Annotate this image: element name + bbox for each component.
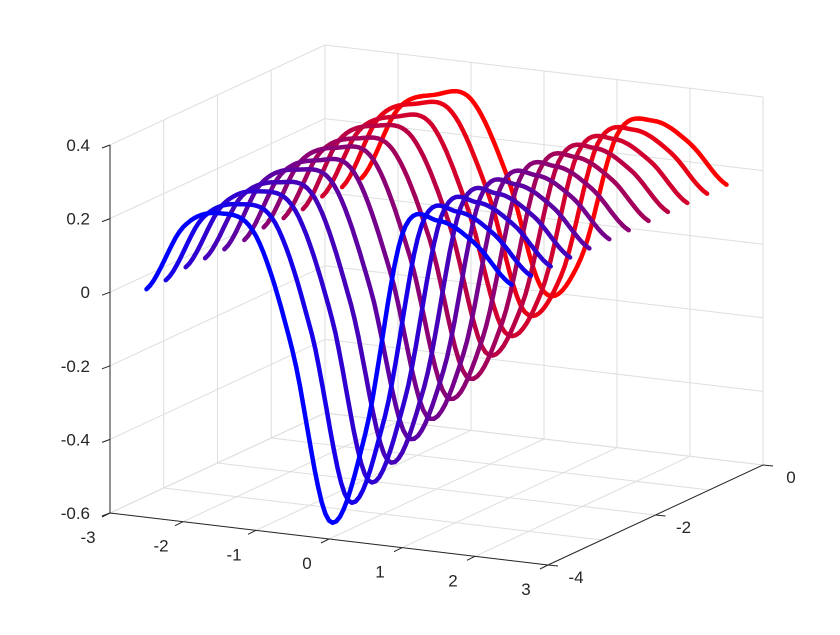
gridline-z bbox=[109, 118, 326, 220]
y-tick bbox=[655, 514, 666, 517]
z-tick-label: 0.4 bbox=[66, 136, 90, 155]
series-line bbox=[144, 210, 514, 526]
x-tick bbox=[466, 555, 476, 561]
gridline-y bbox=[217, 462, 656, 516]
x-tick-label: -2 bbox=[153, 537, 168, 556]
z-tick bbox=[101, 218, 111, 223]
gridline-y bbox=[163, 487, 602, 541]
x-tick bbox=[174, 521, 184, 527]
x-tick-label: -1 bbox=[226, 545, 241, 564]
z-tick bbox=[101, 512, 111, 517]
axes bbox=[101, 144, 774, 570]
tick-labels: -3 -2 -1 0 1 2 3 -4 -2 0 -0.6 -0.4 -0.2 0 0.2 0.4 bbox=[61, 136, 796, 599]
x-tick bbox=[320, 538, 330, 544]
gridline-z bbox=[109, 44, 326, 146]
x-tick-label: 1 bbox=[375, 563, 384, 582]
series-line bbox=[320, 112, 690, 339]
z-tick-label: -0.2 bbox=[61, 357, 90, 376]
series-lines bbox=[144, 88, 729, 526]
gridline-y bbox=[271, 437, 710, 491]
z-tick bbox=[101, 438, 111, 443]
gridline-z bbox=[109, 265, 326, 367]
z-tick-label: 0.2 bbox=[66, 210, 90, 229]
z-tick bbox=[101, 291, 111, 296]
y-tick bbox=[547, 564, 559, 567]
gridline-z bbox=[324, 44, 764, 98]
series-line bbox=[281, 135, 651, 382]
series-line bbox=[339, 99, 710, 319]
z-tick-label: 0 bbox=[81, 283, 90, 302]
z-tick-label: -0.6 bbox=[61, 504, 90, 523]
series-line bbox=[261, 144, 631, 402]
x-tick-label: 0 bbox=[302, 554, 311, 573]
x-tick-label: 2 bbox=[448, 571, 457, 590]
series-line bbox=[300, 122, 671, 358]
y-tick-label: 0 bbox=[786, 468, 795, 487]
x-tick-label: -3 bbox=[80, 528, 95, 547]
x-tick-label: 3 bbox=[521, 580, 530, 599]
z-tick bbox=[101, 365, 111, 370]
x-tick bbox=[539, 564, 549, 570]
x-tick bbox=[393, 547, 403, 553]
z-tick-label: -0.4 bbox=[61, 430, 90, 449]
x-tick bbox=[247, 529, 257, 535]
z-tick bbox=[101, 144, 111, 149]
y-tick bbox=[762, 464, 774, 467]
series-line bbox=[359, 88, 729, 299]
y-tick-label: -4 bbox=[568, 568, 583, 587]
y-tick-label: -2 bbox=[676, 518, 691, 537]
gridline-z bbox=[109, 338, 326, 440]
